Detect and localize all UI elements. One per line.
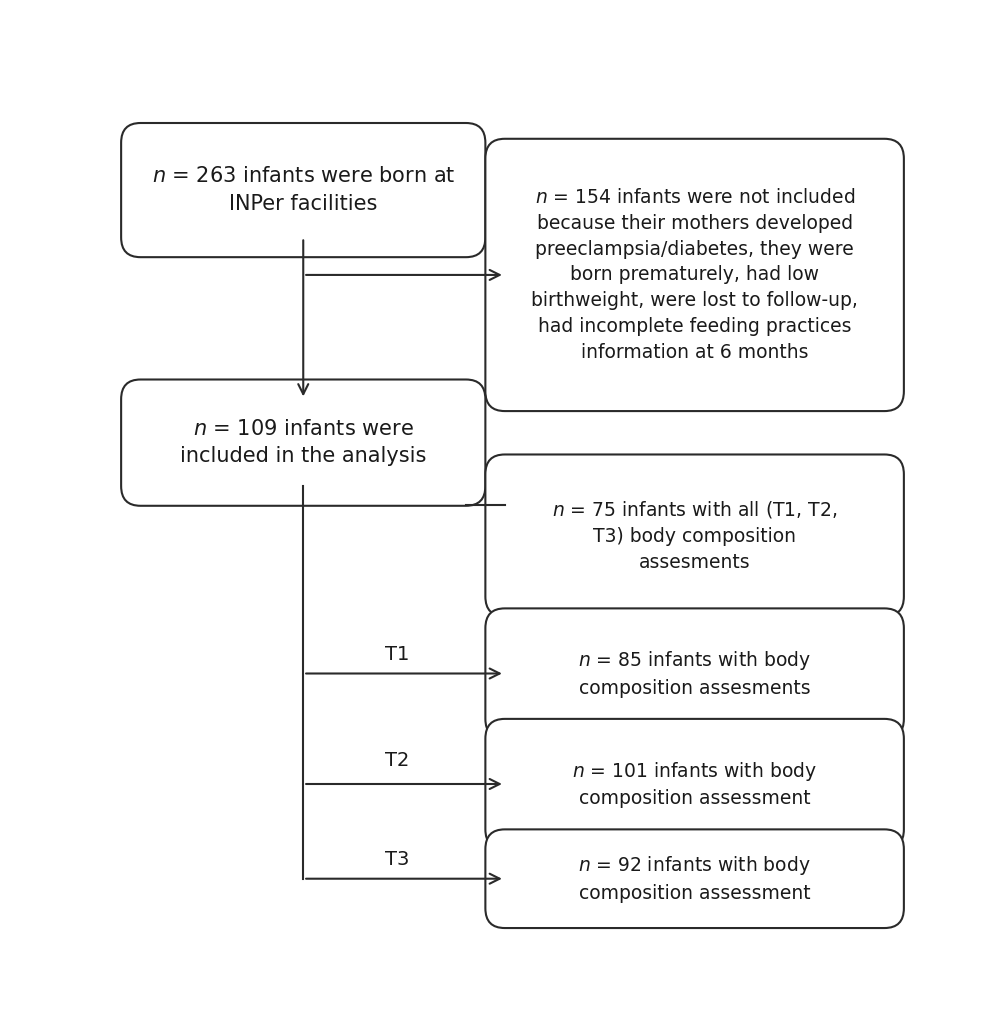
Text: $n$ = 109 infants were
included in the analysis: $n$ = 109 infants were included in the a… [180,419,426,466]
Text: $n$ = 85 infants with body
composition assesments: $n$ = 85 infants with body composition a… [578,649,811,698]
FancyBboxPatch shape [485,829,904,928]
Text: $n$ = 154 infants were not included
because their mothers developed
preeclampsia: $n$ = 154 infants were not included beca… [531,189,858,362]
Text: T3: T3 [385,850,409,869]
Text: T2: T2 [385,751,409,770]
Text: $n$ = 101 infants with body
composition assessment: $n$ = 101 infants with body composition … [572,760,817,809]
Text: $n$ = 92 infants with body
composition assessment: $n$ = 92 infants with body composition a… [578,854,811,903]
FancyBboxPatch shape [485,138,904,411]
Text: T1: T1 [385,645,409,663]
FancyBboxPatch shape [485,719,904,849]
FancyBboxPatch shape [121,379,485,505]
FancyBboxPatch shape [485,609,904,739]
Text: $n$ = 75 infants with all (T1, T2,
T3) body composition
assesments: $n$ = 75 infants with all (T1, T2, T3) b… [552,499,837,572]
FancyBboxPatch shape [121,123,485,257]
FancyBboxPatch shape [485,454,904,616]
Text: $n$ = 263 infants were born at
INPer facilities: $n$ = 263 infants were born at INPer fac… [152,166,455,213]
